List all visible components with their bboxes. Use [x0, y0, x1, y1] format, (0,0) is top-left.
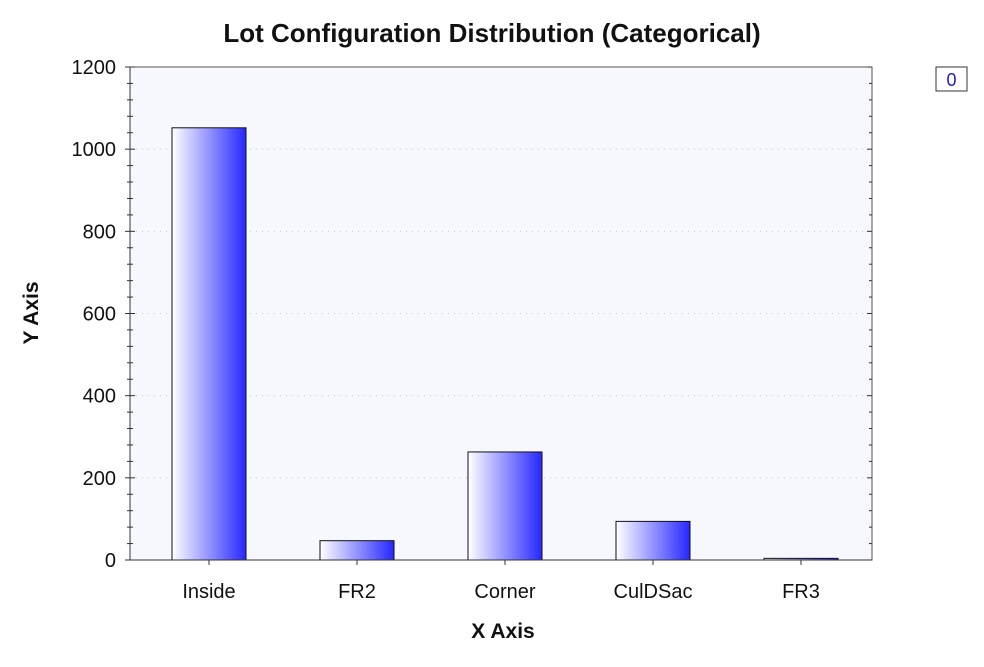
y-tick-label: 0 [105, 550, 116, 572]
y-axis-label: Y Axis [20, 281, 43, 344]
legend-box [935, 66, 968, 92]
y-axis-tick-labels: 0 200 400 600 800 1000 1200 [72, 57, 117, 572]
x-axis-tick-labels: Inside FR2 Corner CulDSac FR3 [182, 560, 820, 603]
x-axis-label: X Axis [471, 620, 534, 643]
bar [171, 127, 247, 561]
legend: 0 [935, 66, 968, 92]
y-tick-label: 400 [83, 386, 116, 408]
bars [171, 127, 839, 561]
legend-entry: 0 [946, 70, 956, 90]
grid-lines [130, 148, 872, 479]
x-tick-label: FR3 [782, 581, 820, 603]
y-tick-label: 600 [83, 304, 116, 326]
bar [615, 520, 691, 561]
y-tick-label: 800 [83, 221, 116, 243]
bar [319, 540, 395, 561]
x-tick-label: Inside [182, 581, 235, 603]
y-tick-label: 200 [83, 468, 116, 490]
y-tick-label: 1000 [72, 139, 117, 161]
y-tick-label: 1200 [72, 57, 117, 79]
x-tick-label: CulDSac [614, 581, 693, 603]
x-tick-label: FR2 [338, 581, 376, 603]
chart-title: Lot Configuration Distribution (Categori… [223, 18, 760, 48]
x-tick-label: Corner [474, 581, 535, 603]
bar [467, 451, 543, 561]
